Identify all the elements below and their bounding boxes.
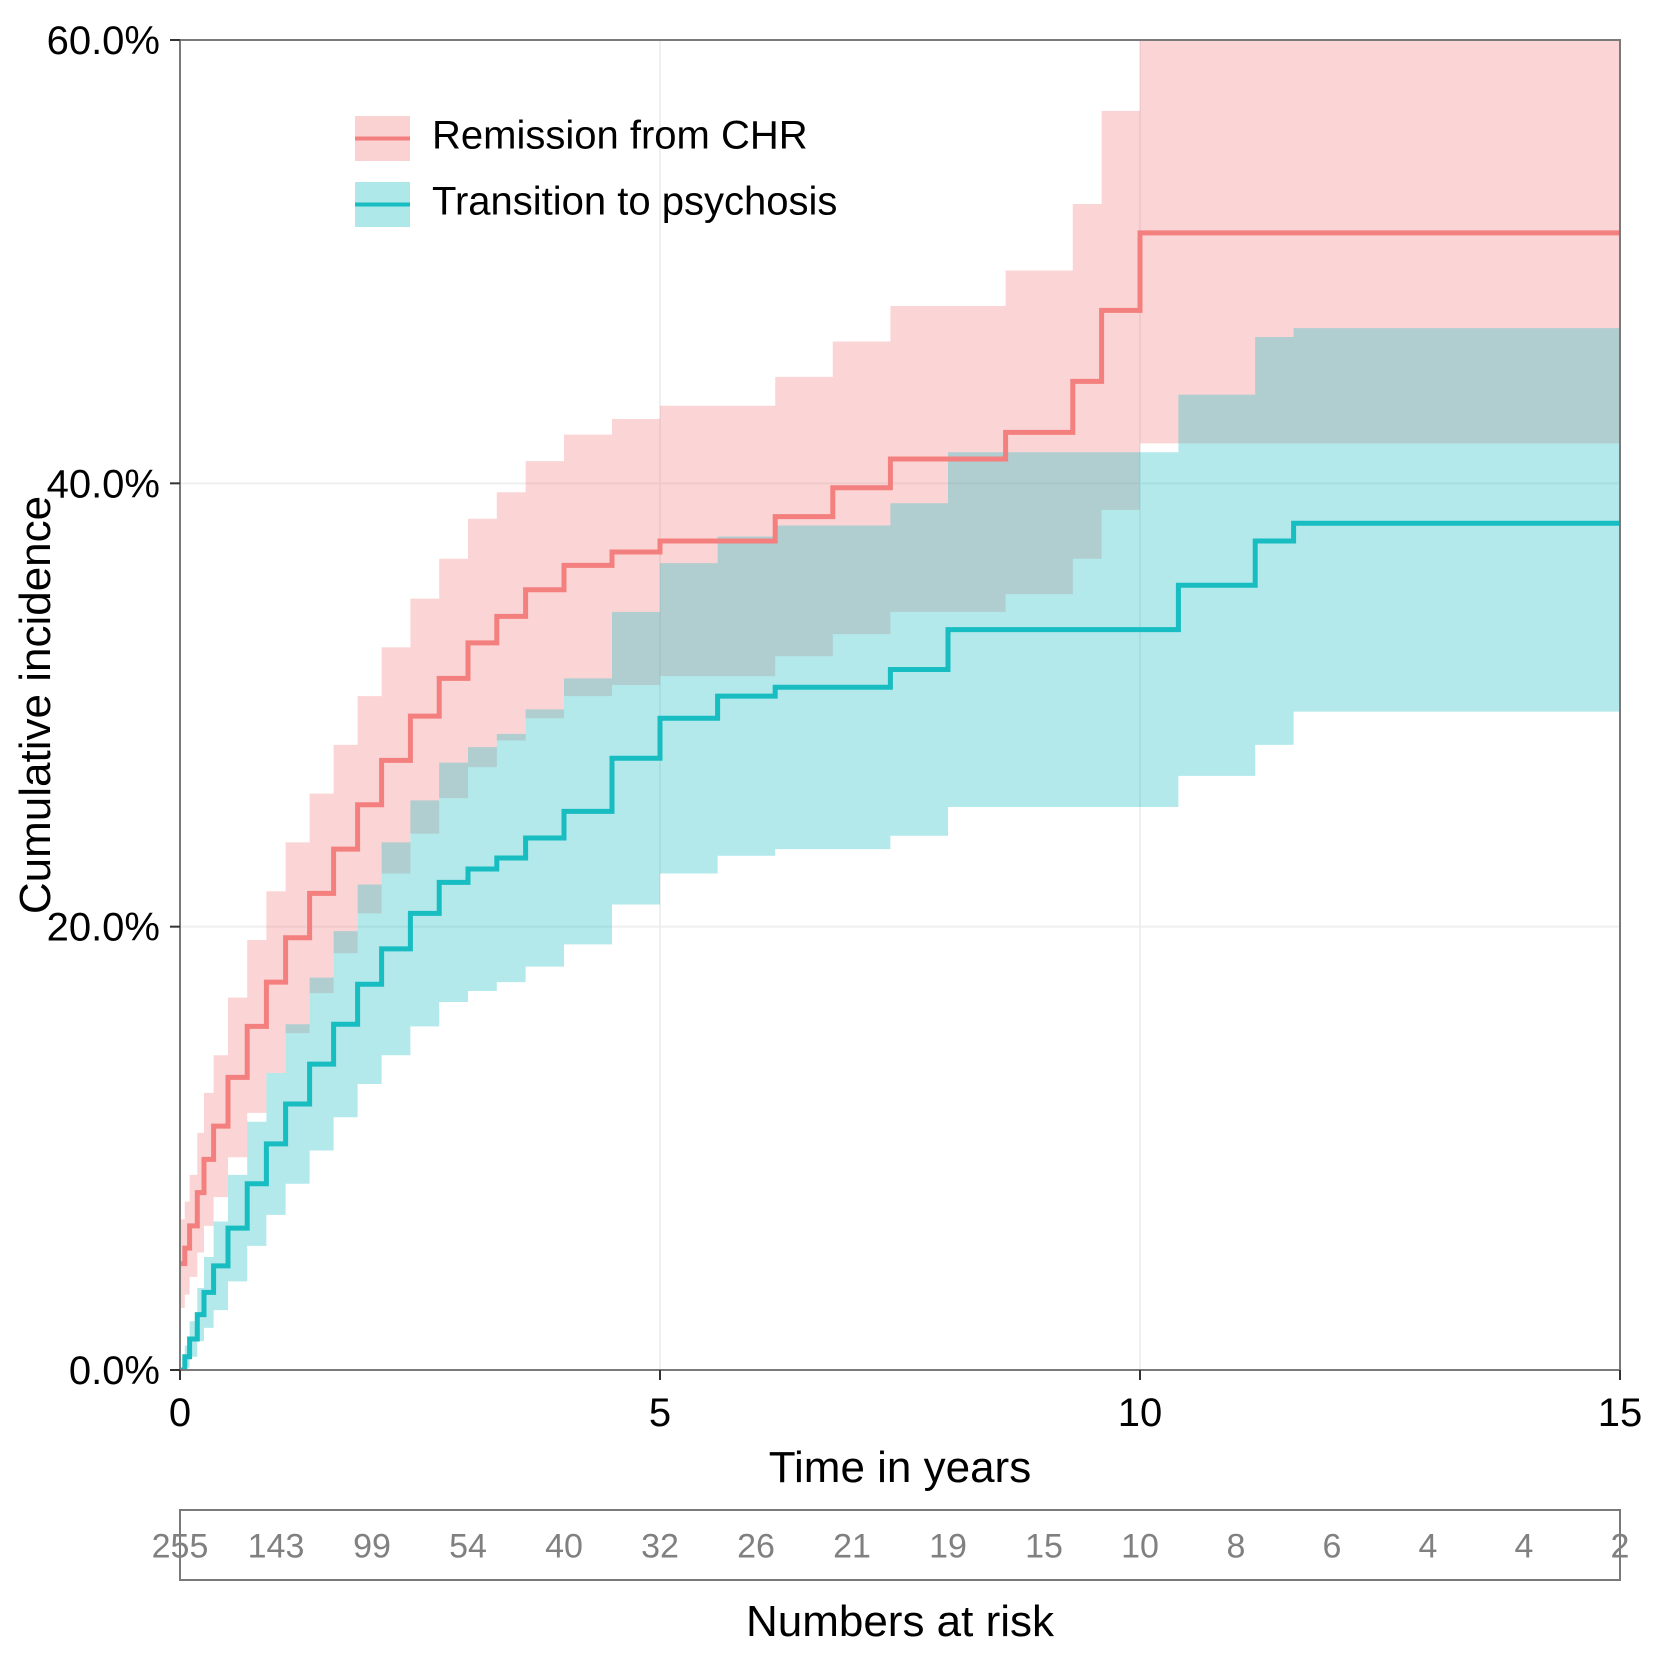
- y-axis-title: Cumulative incidence: [11, 496, 60, 914]
- risk-value: 26: [737, 1528, 775, 1566]
- chart-container: 0 5 10 15 0.0% 20.0% 40.0% 60.0% Time in years Cu…: [0, 0, 1667, 1663]
- risk-value: 255: [152, 1528, 209, 1566]
- x-tick-label: 10: [1118, 1391, 1163, 1435]
- risk-value: 4: [1515, 1528, 1534, 1566]
- legend-label: Remission from CHR: [432, 113, 808, 157]
- y-tick-label: 0.0%: [69, 1349, 160, 1393]
- risk-value: 54: [449, 1528, 487, 1566]
- risk-value: 21: [833, 1528, 871, 1566]
- risk-value: 32: [641, 1528, 679, 1566]
- risk-value: 99: [353, 1528, 391, 1566]
- y-tick-label: 60.0%: [47, 19, 160, 63]
- risk-value: 143: [248, 1528, 305, 1566]
- x-tick-label: 0: [169, 1391, 191, 1435]
- risk-value: 8: [1227, 1528, 1246, 1566]
- legend-label: Transition to psychosis: [432, 179, 837, 223]
- risk-value: 40: [545, 1528, 583, 1566]
- risk-value: 10: [1121, 1528, 1159, 1566]
- x-axis-title: Time in years: [769, 1443, 1031, 1492]
- risk-value: 4: [1419, 1528, 1438, 1566]
- risk-value: 19: [929, 1528, 967, 1566]
- y-tick-label: 40.0%: [47, 462, 160, 506]
- survival-chart-svg: 0 5 10 15 0.0% 20.0% 40.0% 60.0% Time in years Cu…: [0, 0, 1667, 1663]
- risk-value: 15: [1025, 1528, 1063, 1566]
- x-tick-label: 15: [1598, 1391, 1643, 1435]
- risk-value: 2: [1611, 1528, 1630, 1566]
- x-tick-label: 5: [649, 1391, 671, 1435]
- risk-table-title: Numbers at risk: [746, 1597, 1055, 1646]
- risk-value: 6: [1323, 1528, 1342, 1566]
- y-tick-label: 20.0%: [47, 906, 160, 950]
